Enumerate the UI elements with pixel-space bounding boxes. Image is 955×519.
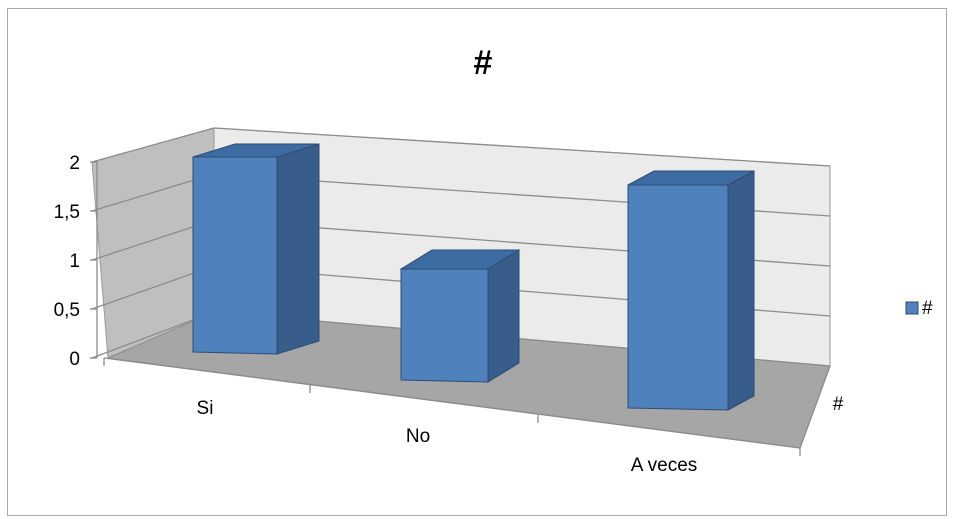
y-axis-tick-labels: 0 0,5 1 1,5 2 — [54, 153, 97, 370]
bar-si — [192, 143, 320, 355]
depth-axis-line — [799, 365, 831, 449]
bar-side — [487, 249, 520, 383]
bar-a-veces — [627, 170, 755, 411]
bar-front — [627, 184, 729, 411]
legend: # — [905, 298, 933, 319]
bars — [192, 143, 755, 411]
legend-swatch — [905, 301, 919, 315]
legend-label: # — [922, 298, 933, 319]
depth-axis-label: # — [833, 394, 844, 415]
bar-no — [399, 249, 521, 383]
bar-side — [727, 170, 755, 411]
category-label: Si — [197, 398, 214, 419]
bar-front — [192, 156, 278, 355]
x-axis-line — [103, 357, 801, 449]
chart-title: # — [474, 44, 493, 82]
y-tick-label: 0 — [69, 349, 80, 370]
x-axis-category-labels: Si No A veces — [103, 358, 801, 476]
y-tick-label: 0,5 — [54, 300, 80, 321]
side-gridline — [91, 127, 215, 163]
category-label: A veces — [631, 455, 698, 476]
y-tick-label: 1 — [69, 251, 80, 272]
category-label: No — [406, 426, 430, 447]
gridline — [213, 127, 831, 167]
y-tick-label: 2 — [69, 153, 80, 174]
bar-side — [276, 143, 320, 355]
bar-front — [400, 268, 489, 383]
y-tick-label: 1,5 — [54, 202, 80, 223]
